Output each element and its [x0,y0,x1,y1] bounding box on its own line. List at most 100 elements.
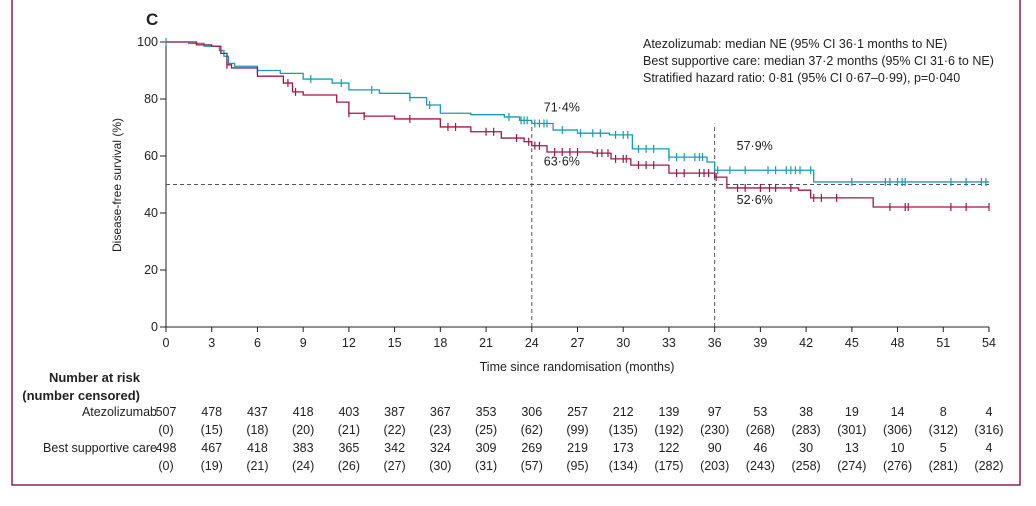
risk-censored-cell: (57) [521,459,543,473]
risk-censored-cell: (276) [883,459,912,473]
axes: 0 3 6 9 12 15 18 21 24 27 30 33 36 39 42 45 48 51 54020406… [137,35,996,350]
risk-censored-cell: (306) [883,423,912,437]
x-tick-label: 48 [891,336,905,350]
risk-at-risk-cell: 90 [708,441,722,455]
risk-censored-cell: (0) [158,459,173,473]
risk-censored-cell: (258) [792,459,821,473]
risk-at-risk-cell: 219 [567,441,588,455]
risk-at-risk-cell: 139 [659,405,680,419]
risk-censored-cell: (135) [609,423,638,437]
risk-censored-cell: (268) [746,423,775,437]
reference-lines [166,123,989,327]
risk-censored-cell: (27) [383,459,405,473]
risk-censored-cell: (316) [974,423,1003,437]
risk-censored-cell: (22) [383,423,405,437]
point-label: 57·9% [737,139,773,153]
x-tick-label: 42 [799,336,813,350]
risk-censored-cell: (23) [429,423,451,437]
x-tick-label: 36 [708,336,722,350]
risk-censored-cell: (243) [746,459,775,473]
series-line-atezolizumab [166,41,989,183]
point-label: 52·6% [737,193,773,207]
risk-censored-cell: (175) [654,459,683,473]
x-tick-label: 54 [982,336,996,350]
risk-censored-cell: (62) [521,423,543,437]
risk-at-risk-cell: 367 [430,405,451,419]
risk-censored-cell: (99) [566,423,588,437]
point-label: 63·6% [544,155,580,169]
risk-row-label: Best supportive care [43,441,157,455]
risk-at-risk-cell: 269 [521,441,542,455]
x-tick-label: 45 [845,336,859,350]
x-axis-label: Time since randomisation (months) [480,360,675,374]
risk-at-risk-cell: 53 [753,405,767,419]
risk-censored-cell: (203) [700,459,729,473]
y-tick-label: 60 [144,149,158,163]
risk-at-risk-cell: 38 [799,405,813,419]
y-tick-label: 40 [144,206,158,220]
risk-at-risk-cell: 478 [201,405,222,419]
y-tick-label: 100 [137,35,158,49]
annotation-line: Stratified hazard ratio: 0·81 (95% CI 0·… [643,71,960,85]
annotation-line: Best supportive care: median 37·2 months… [643,54,994,68]
risk-censored-cell: (281) [929,459,958,473]
stats-annotation: Atezolizumab: median NE (95% CI 36·1 mon… [643,37,994,85]
risk-censored-cell: (95) [566,459,588,473]
x-tick-label: 24 [525,336,539,350]
risk-censored-cell: (31) [475,459,497,473]
risk-at-risk-cell: 309 [476,441,497,455]
x-tick-label: 18 [433,336,447,350]
risk-at-risk-cell: 4 [986,441,993,455]
risk-at-risk-cell: 8 [940,405,947,419]
risk-at-risk-cell: 418 [247,441,268,455]
risk-at-risk-cell: 173 [613,441,634,455]
risk-at-risk-cell: 365 [338,441,359,455]
x-tick-label: 3 [208,336,215,350]
risk-censored-cell: (0) [158,423,173,437]
risk-at-risk-cell: 353 [476,405,497,419]
risk-censored-cell: (15) [201,423,223,437]
risk-at-risk-cell: 97 [708,405,722,419]
risk-at-risk-cell: 14 [891,405,905,419]
risk-at-risk-cell: 30 [799,441,813,455]
risk-censored-cell: (192) [654,423,683,437]
risk-censored-cell: (25) [475,423,497,437]
risk-censored-cell: (282) [974,459,1003,473]
risk-censored-cell: (21) [246,459,268,473]
risk-at-risk-cell: 212 [613,405,634,419]
risk-at-risk-cell: 10 [891,441,905,455]
risk-at-risk-cell: 383 [293,441,314,455]
risk-at-risk-cell: 498 [156,441,177,455]
x-tick-label: 39 [753,336,767,350]
x-tick-label: 0 [163,336,170,350]
risk-at-risk-cell: 387 [384,405,405,419]
risk-censored-cell: (301) [837,423,866,437]
x-tick-label: 30 [616,336,630,350]
risk-censored-cell: (20) [292,423,314,437]
annotation-line: Atezolizumab: median NE (95% CI 36·1 mon… [643,37,947,51]
y-tick-label: 0 [151,320,158,334]
risk-at-risk-cell: 437 [247,405,268,419]
risk-censored-cell: (312) [929,423,958,437]
risk-censored-cell: (24) [292,459,314,473]
risk-censored-cell: (283) [792,423,821,437]
y-axis-label: Disease-free survival (%) [110,118,124,252]
x-tick-label: 21 [479,336,493,350]
risk-at-risk-cell: 403 [338,405,359,419]
risk-at-risk-cell: 306 [521,405,542,419]
risk-row-label: Atezolizumab [82,405,157,419]
risk-censored-cell: (21) [338,423,360,437]
risk-at-risk-cell: 257 [567,405,588,419]
risk-censored-cell: (134) [609,459,638,473]
risk-at-risk-cell: 19 [845,405,859,419]
risk-at-risk-cell: 4 [986,405,993,419]
x-tick-label: 15 [388,336,402,350]
x-tick-label: 9 [300,336,307,350]
risk-at-risk-cell: 418 [293,405,314,419]
risk-at-risk-cell: 46 [753,441,767,455]
survival-curves [165,38,990,212]
point-labels: 71·4% 63·6% 57·9% 52·6% [544,101,773,208]
risk-censored-cell: (18) [246,423,268,437]
panel-label: C [146,10,158,29]
